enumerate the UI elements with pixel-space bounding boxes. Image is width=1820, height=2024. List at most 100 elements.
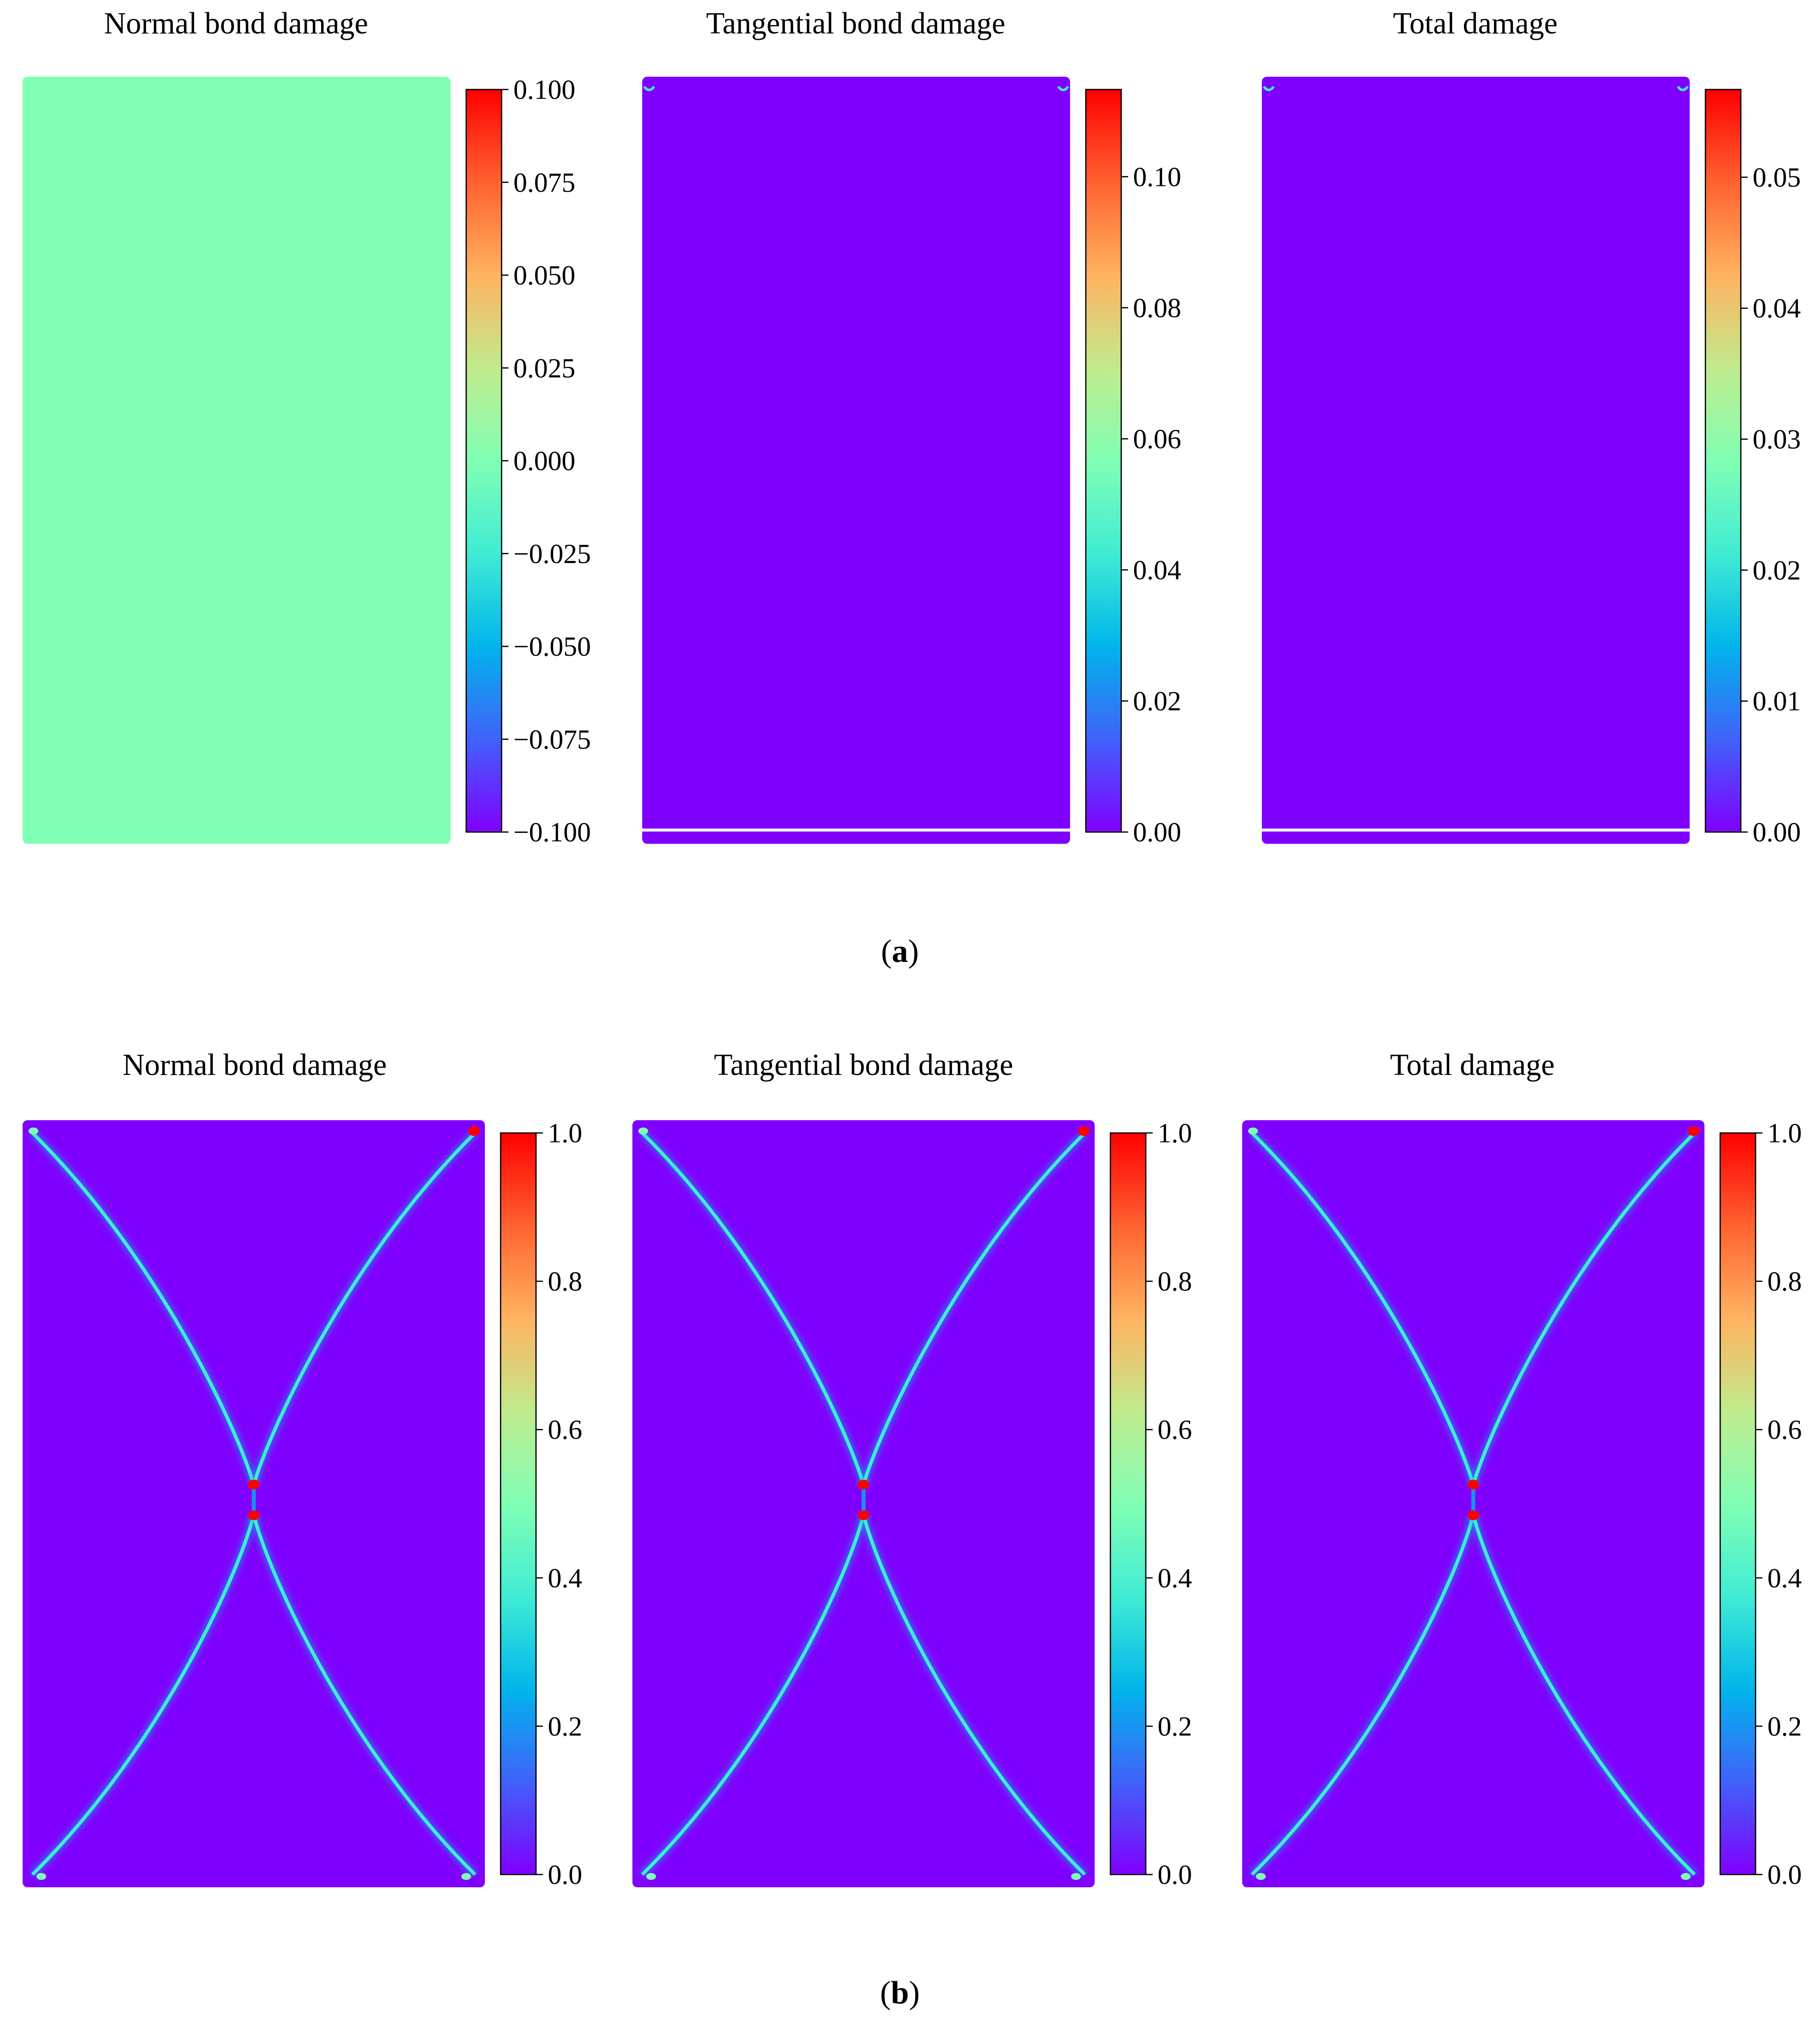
crack-branch	[641, 1515, 865, 1876]
colorbar-tick-label: 0.100	[513, 75, 575, 105]
crack-hotspot	[248, 1480, 260, 1489]
colorbar-a-tangential: 0.00 0.02 0.04 0.06 0.08 0.10	[1085, 89, 1181, 848]
colorbar-tick-label: 0.02	[1133, 686, 1181, 716]
colorbar-tick-label: 0.4	[548, 1563, 582, 1594]
colorbar-tick-label: 0.04	[1133, 555, 1181, 586]
colorbar-tick-label: 0.8	[1767, 1267, 1802, 1297]
crack-corner-mark	[461, 1873, 471, 1880]
colorbar-tick-label: 0.000	[513, 446, 575, 476]
plot-b-tangential	[632, 1120, 1095, 1887]
crack-branch	[1471, 1131, 1696, 1486]
field-a-tangential	[642, 77, 1070, 844]
crack-branch	[252, 1515, 477, 1876]
plot-a-normal	[23, 77, 450, 844]
plot-b-normal	[23, 1120, 485, 1887]
colorbar-tick-label: 0.6	[548, 1415, 582, 1445]
colorbar-tick-label: 0.4	[1158, 1563, 1192, 1594]
colorbar-tick-label: 0.08	[1133, 293, 1181, 324]
colorbar-b-normal: 0.0 0.2 0.4 0.6 0.8 1.0	[500, 1118, 582, 1890]
crack-branch	[31, 1515, 256, 1876]
caption-a-letter: a	[892, 933, 908, 969]
plot-a-tangential	[642, 77, 1070, 844]
colorbar-a-total-gradient	[1704, 89, 1742, 833]
colorbar-tick-label: 0.8	[1158, 1267, 1192, 1297]
crack-hotspot	[858, 1480, 869, 1489]
plot-a-total	[1262, 77, 1690, 844]
colorbar-tick-label: 0.10	[1133, 162, 1181, 192]
crack-corner-mark	[1256, 1873, 1266, 1880]
crack-corner-mark	[1248, 1128, 1258, 1134]
colorbar-tick-label: 0.8	[548, 1267, 582, 1297]
colorbar-tick-label: 0.0	[1158, 1860, 1192, 1890]
colorbar-a-normal: −0.100 −0.075 −0.050 −0.025 0.000 0.025 0.050 0…	[465, 75, 591, 848]
colorbar-tick-label: 0.05	[1753, 162, 1801, 193]
colorbar-tick-label: 0.00	[1753, 817, 1801, 848]
crack-hotspot	[1467, 1510, 1479, 1520]
crack-corner-mark	[36, 1873, 46, 1880]
crack-corner-mark	[646, 1873, 656, 1880]
colorbar-tick-label: 0.4	[1767, 1563, 1802, 1594]
colorbar-tick-label: 0.2	[1767, 1711, 1802, 1742]
title-a-tangential: Tangential bond damage	[706, 7, 1006, 40]
colorbar-tick-label: −0.050	[513, 632, 591, 662]
crack-branch	[1471, 1515, 1696, 1876]
colorbar-tick-label: 1.0	[1767, 1118, 1802, 1149]
crack-initiation-mark	[643, 86, 656, 91]
crack-corner-mark	[1071, 1873, 1081, 1880]
crack-hotspot	[1467, 1480, 1479, 1489]
colorbar-b-total-gradient	[1719, 1132, 1757, 1875]
title-b-tangential: Tangential bond damage	[714, 1048, 1014, 1082]
caption-b-letter: b	[891, 1975, 909, 2011]
crack-branch	[31, 1131, 256, 1486]
colorbar-tick-label: 0.025	[513, 353, 575, 384]
caption-a: (a)	[881, 933, 919, 969]
colorbar-tick-label: 0.04	[1753, 294, 1801, 324]
crack-branch	[1251, 1515, 1475, 1876]
colorbar-tick-label: 0.050	[513, 261, 575, 291]
field-a-normal	[23, 77, 450, 844]
crack-branch	[862, 1515, 1086, 1876]
title-b-normal: Normal bond damage	[122, 1048, 387, 1082]
crack-hotspot	[468, 1126, 480, 1136]
colorbar-tick-label: 0.06	[1133, 424, 1181, 454]
colorbar-tick-label: 0.01	[1753, 686, 1801, 717]
crack-hotspot	[1688, 1126, 1700, 1136]
colorbar-tick-label: 0.2	[548, 1711, 582, 1742]
colorbar-b-normal-gradient	[500, 1132, 537, 1875]
colorbar-tick-label: 0.02	[1753, 555, 1801, 586]
colorbar-b-tangential-gradient	[1109, 1132, 1147, 1875]
colorbar-tick-label: 0.0	[1767, 1860, 1802, 1890]
crack-branch	[252, 1131, 477, 1486]
caption-b: (b)	[880, 1975, 920, 2011]
crack-initiation-mark	[1676, 86, 1689, 91]
colorbar-tick-label: 0.075	[513, 168, 575, 198]
crack-hotspot	[1078, 1126, 1090, 1136]
colorbar-tick-label: 1.0	[548, 1118, 582, 1149]
title-b-total: Total damage	[1390, 1048, 1555, 1082]
colorbar-tick-label: 0.0	[548, 1860, 582, 1890]
crack-branch	[862, 1131, 1086, 1486]
plot-b-total	[1242, 1120, 1704, 1887]
crack-initiation-mark	[1057, 86, 1070, 91]
title-a-normal: Normal bond damage	[104, 7, 368, 40]
colorbar-a-normal-gradient	[465, 89, 503, 833]
title-a-total: Total damage	[1393, 7, 1558, 40]
crack-branch	[641, 1131, 865, 1486]
colorbar-tick-label: −0.025	[513, 539, 591, 569]
colorbar-tick-label: 0.2	[1158, 1711, 1192, 1742]
crack-corner-mark	[638, 1128, 648, 1134]
crack-corner-mark	[1681, 1873, 1691, 1880]
colorbar-tick-label: 0.6	[1158, 1415, 1192, 1445]
crack-initiation-mark	[1262, 86, 1275, 91]
colorbar-a-tangential-gradient	[1085, 89, 1122, 833]
colorbar-a-total: 0.00 0.01 0.02 0.03 0.04 0.05	[1704, 89, 1801, 848]
colorbar-tick-label: 0.03	[1753, 424, 1801, 455]
colorbar-tick-label: 0.6	[1767, 1415, 1802, 1445]
field-a-total	[1262, 77, 1690, 844]
colorbar-tick-label: −0.075	[513, 724, 591, 755]
colorbar-b-tangential: 0.0 0.2 0.4 0.6 0.8 1.0	[1109, 1118, 1192, 1890]
colorbar-tick-label: −0.100	[513, 817, 591, 848]
colorbar-b-total: 0.0 0.2 0.4 0.6 0.8 1.0	[1719, 1118, 1802, 1890]
crack-hotspot	[248, 1510, 260, 1520]
